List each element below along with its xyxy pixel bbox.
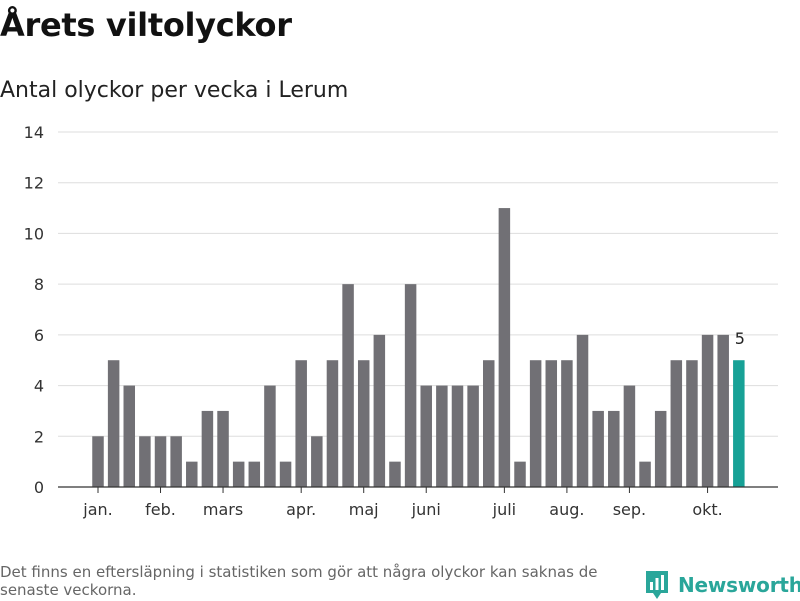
bar-week-1 xyxy=(92,436,104,487)
y-tick-label-0: 0 xyxy=(34,478,44,497)
bar-week-12 xyxy=(264,385,276,487)
x-tick-label-apr: apr. xyxy=(286,500,316,519)
y-tick-label-6: 6 xyxy=(34,326,44,345)
bar-week-32 xyxy=(576,334,589,487)
bar-week-38 xyxy=(670,360,683,487)
x-tick-label-mars: mars xyxy=(203,500,243,519)
chart-title: Årets viltolyckor xyxy=(0,6,292,44)
x-tick-label-maj: maj xyxy=(349,500,379,519)
bar-week-10 xyxy=(232,461,245,487)
bar-week-20 xyxy=(389,461,401,487)
x-tick-label-feb: feb. xyxy=(145,500,176,519)
bar-week-40 xyxy=(701,334,714,487)
bar-week-25 xyxy=(467,385,479,487)
x-tick-label-okt: okt. xyxy=(692,500,722,519)
bar-week-16 xyxy=(326,360,339,487)
bar-week-15 xyxy=(311,436,323,487)
bar-week-22 xyxy=(420,385,432,487)
bar-week-7 xyxy=(186,461,198,487)
bar-week-24 xyxy=(451,385,464,487)
bar-week-4 xyxy=(139,436,151,487)
bar-week-21 xyxy=(404,284,417,487)
footnote: Det finns en eftersläpning i statistiken… xyxy=(0,563,598,599)
bar-week-41 xyxy=(717,334,729,487)
bar-week-39 xyxy=(686,360,698,487)
bar-week-3 xyxy=(123,385,136,487)
bar-week-11 xyxy=(248,461,261,487)
y-tick-label-10: 10 xyxy=(24,224,44,243)
y-tick-label-8: 8 xyxy=(34,275,44,294)
x-tick-label-sep: sep. xyxy=(613,500,646,519)
x-tick-label-jan: jan. xyxy=(82,500,112,519)
y-tick-label-2: 2 xyxy=(34,427,44,446)
bar-week-18 xyxy=(357,360,370,487)
x-tick-label-juli: juli xyxy=(492,500,516,519)
bar-week-8 xyxy=(201,410,214,487)
y-tick-label-14: 14 xyxy=(24,123,44,142)
bar-week-31 xyxy=(561,360,573,487)
bar-week-28 xyxy=(514,461,526,487)
bar-week-9 xyxy=(217,410,229,487)
newsworthy-logo-icon xyxy=(646,571,668,599)
y-tick-label-12: 12 xyxy=(24,174,44,193)
data-label-last: 5 xyxy=(735,329,745,348)
chart-subtitle: Antal olyckor per vecka i Lerum xyxy=(0,78,349,103)
bar-week-5 xyxy=(154,436,167,487)
x-tick-label-aug: aug. xyxy=(549,500,584,519)
bar-week-6 xyxy=(170,436,182,487)
bar-week-13 xyxy=(279,461,292,487)
bar-week-42 xyxy=(733,360,745,487)
newsworthy-logo: Newsworthy xyxy=(644,569,800,601)
newsworthy-logo-text: Newsworthy xyxy=(678,573,800,597)
bar-week-2 xyxy=(107,360,120,487)
bar-week-37 xyxy=(654,410,667,487)
bar-week-14 xyxy=(295,360,307,487)
bar-week-36 xyxy=(639,461,651,487)
bar-week-34 xyxy=(608,410,620,487)
y-tick-label-4: 4 xyxy=(34,377,44,396)
bar-week-19 xyxy=(373,334,386,487)
bar-week-29 xyxy=(529,360,542,487)
bar-week-17 xyxy=(342,284,354,487)
bar-chart: 0 2 4 6 8 10 12 14 5 jan. feb. mars apr. maj juni juli a… xyxy=(24,123,778,519)
x-tick-label-juni: juni xyxy=(411,500,441,519)
bar-week-30 xyxy=(545,360,558,487)
bar-week-23 xyxy=(436,385,448,487)
bar-week-33 xyxy=(592,410,604,487)
bar-week-27 xyxy=(498,208,511,488)
bar-week-35 xyxy=(623,385,636,487)
bar-week-26 xyxy=(483,360,495,487)
